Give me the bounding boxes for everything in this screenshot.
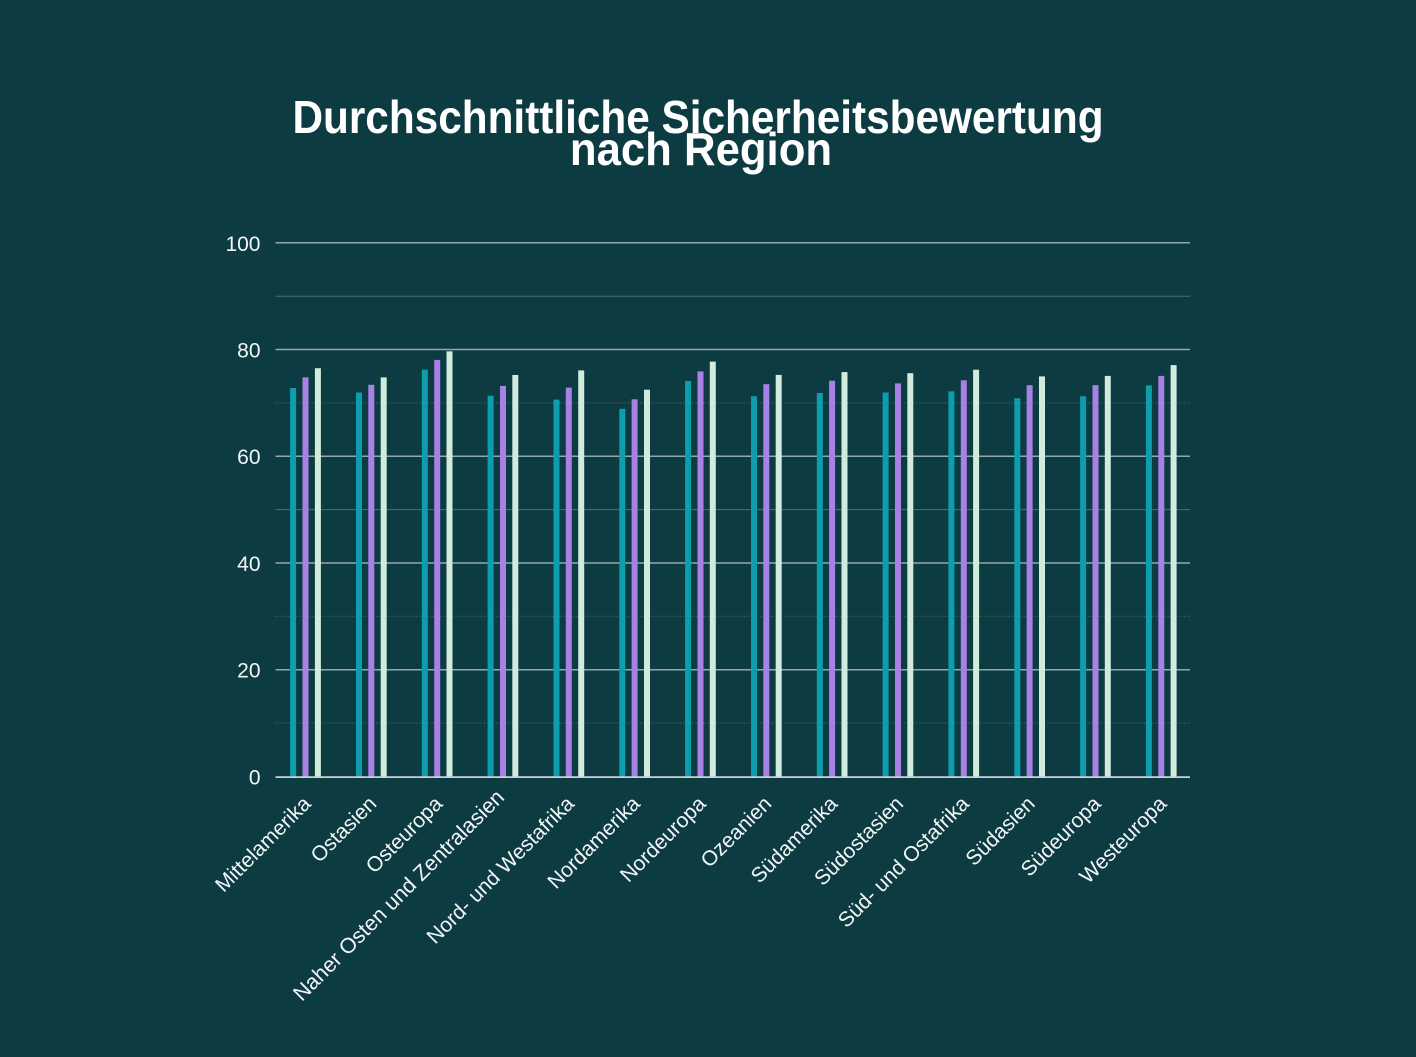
svg-text:0: 0 — [249, 766, 261, 789]
svg-text:100: 100 — [225, 233, 260, 256]
svg-text:40: 40 — [237, 553, 260, 576]
svg-text:20: 20 — [237, 660, 260, 683]
svg-text:Durchschnittliche Sicherheitsb: Durchschnittliche Sicherheitsbewertung — [292, 92, 1103, 143]
svg-text:nach Region: nach Region — [570, 123, 832, 175]
svg-text:60: 60 — [237, 446, 260, 469]
svg-text:80: 80 — [237, 340, 260, 363]
